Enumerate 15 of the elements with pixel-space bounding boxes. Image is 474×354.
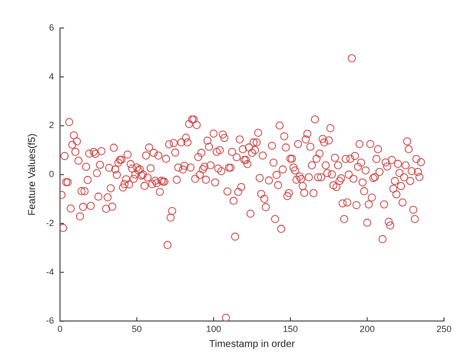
- y-tick-label: 6: [48, 22, 54, 32]
- x-tick-label: 200: [360, 324, 375, 334]
- y-tick-label: -6: [46, 316, 54, 326]
- x-axis-title: Timestamp in order: [209, 338, 296, 350]
- x-tick-label: 100: [206, 324, 222, 334]
- x-tick-label: 50: [132, 324, 142, 334]
- y-tick-label: -2: [46, 218, 54, 228]
- x-tick-label: 0: [57, 324, 63, 334]
- y-tick-label: 2: [48, 120, 54, 130]
- y-tick-label: -4: [46, 266, 54, 277]
- x-tick-label: 250: [436, 324, 452, 334]
- x-tick-label: 150: [282, 324, 298, 334]
- y-tick-label: 4: [48, 71, 54, 82]
- y-tick-label: 0: [48, 169, 54, 180]
- y-axis-title: Feature Values(f5): [26, 134, 38, 216]
